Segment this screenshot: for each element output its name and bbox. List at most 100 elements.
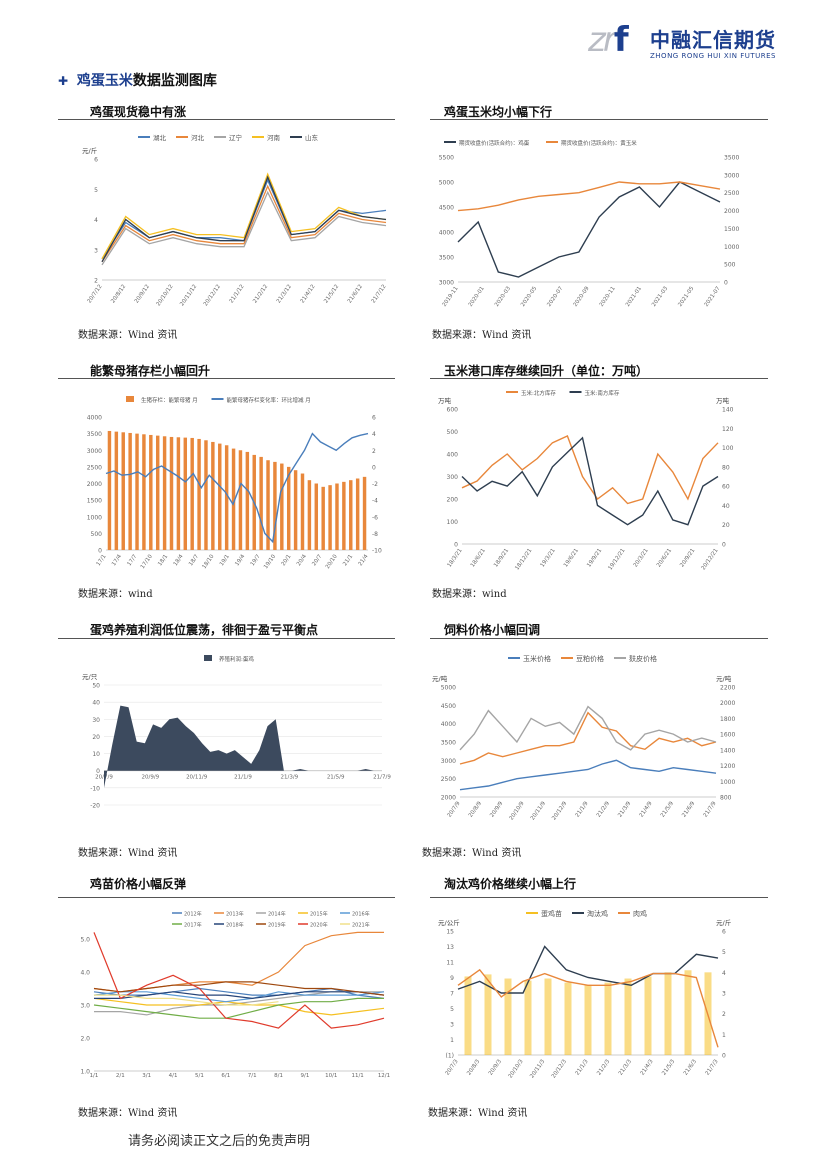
legend-label: 豆粕价格 bbox=[576, 654, 604, 663]
chart-line bbox=[459, 759, 717, 791]
y-tick-label: 30 bbox=[92, 717, 100, 724]
y-tick-label-right: 0 bbox=[724, 280, 728, 287]
y-tick-label-right: -2 bbox=[372, 481, 378, 488]
axis-unit-label: 元/吨 bbox=[432, 674, 448, 683]
x-tick-label: 17/10 bbox=[140, 553, 154, 570]
x-tick-label: 12/1 bbox=[378, 1073, 390, 1079]
panel-title: 鸡蛋现货稳中有涨 bbox=[90, 105, 187, 119]
chart-line bbox=[459, 711, 717, 765]
y-tick-label: 300 bbox=[447, 474, 459, 481]
legend-label: 2018年 bbox=[226, 922, 244, 929]
y-tick-label-right: -10 bbox=[372, 548, 382, 555]
y-tick-label-right: 0 bbox=[722, 542, 726, 549]
logo-cn: 中融汇信期货 bbox=[650, 28, 776, 52]
x-tick-label: 20/1 bbox=[281, 554, 293, 568]
chart-bar bbox=[307, 480, 312, 550]
legend-label: 生猪存栏：能繁母猪 月 bbox=[141, 396, 198, 404]
x-tick-label: 21/7/9 bbox=[373, 775, 391, 781]
data-source: 数据来源：Wind 资讯 bbox=[428, 1108, 528, 1119]
y-tick-label: 3500 bbox=[441, 740, 456, 747]
chart-bar bbox=[484, 974, 492, 1055]
x-tick-label: 21/5/3 bbox=[661, 1058, 676, 1076]
legend-label: 山东 bbox=[305, 133, 319, 142]
chart-line bbox=[94, 991, 385, 1000]
y-tick-label: 3000 bbox=[439, 280, 454, 287]
y-tick-label-right: 3 bbox=[722, 991, 726, 998]
y-tick-label: 4.0 bbox=[80, 970, 90, 977]
chart-bar bbox=[328, 485, 332, 550]
panel-title: 鸡蛋玉米均小幅下行 bbox=[444, 105, 553, 119]
x-tick-label: 19/4 bbox=[234, 553, 246, 567]
panel-rule bbox=[430, 897, 768, 898]
y-tick-label-right: 2 bbox=[722, 1011, 726, 1018]
y-tick-label: 15 bbox=[446, 929, 454, 936]
y-tick-label-right: 6 bbox=[372, 415, 376, 422]
x-tick-label: 18/3/21 bbox=[447, 548, 464, 569]
y-tick-label-right: 2200 bbox=[720, 685, 735, 692]
x-tick-label: 2020-11 bbox=[599, 286, 617, 308]
y-tick-label-right: 1500 bbox=[724, 226, 739, 233]
x-tick-label: 20/7/9 bbox=[447, 800, 462, 818]
x-tick-label: 20/11/12 bbox=[179, 284, 198, 308]
y-tick-label: 1.0 bbox=[80, 1069, 90, 1076]
y-tick-label: 2500 bbox=[87, 464, 102, 471]
panel-title: 玉米港口库存继续回升（单位：万吨） bbox=[444, 364, 649, 378]
section-title-highlight: 鸡蛋玉米 bbox=[76, 73, 133, 89]
chart-line bbox=[93, 997, 385, 1016]
chart-bar bbox=[504, 978, 512, 1055]
chart-bar bbox=[197, 438, 201, 550]
chart-bar bbox=[218, 443, 222, 550]
y-tick-label-right: 60 bbox=[722, 484, 730, 491]
x-tick-label: 2020-09 bbox=[573, 285, 591, 308]
y-tick-label: 5500 bbox=[439, 155, 454, 162]
x-tick-label: 1/1 bbox=[90, 1073, 99, 1079]
chart-line bbox=[101, 190, 387, 266]
legend-label: 湖北 bbox=[153, 133, 167, 142]
chart-line bbox=[101, 184, 387, 263]
panel-rule bbox=[430, 638, 768, 639]
legend-label: 2019年 bbox=[268, 922, 286, 929]
legend-label: 玉米:南方库存 bbox=[585, 389, 620, 397]
y-tick-label: 100 bbox=[447, 519, 459, 526]
y-tick-label: 3000 bbox=[87, 448, 102, 455]
panel-title: 能繁母猪存栏小幅回升 bbox=[90, 364, 211, 378]
y-tick-label-right: 40 bbox=[722, 503, 730, 510]
data-source: 数据来源：Wind 资讯 bbox=[422, 848, 522, 859]
x-tick-label: 18/7 bbox=[188, 553, 200, 567]
company-logo: zrf 中融汇信期货 ZHONG RONG HUI XIN FUTURES bbox=[588, 18, 778, 64]
y-tick-label-right: 800 bbox=[720, 795, 732, 802]
x-tick-label: 19/12/21 bbox=[607, 548, 626, 572]
y-tick-label: 2000 bbox=[87, 481, 102, 488]
chart-bar bbox=[544, 978, 552, 1055]
x-tick-label: 2019-11 bbox=[442, 286, 460, 308]
legend-label: 2014年 bbox=[268, 911, 286, 918]
legend-label: 2021年 bbox=[352, 922, 370, 929]
chart-bar bbox=[121, 432, 125, 550]
y-tick-label: 0 bbox=[454, 542, 458, 549]
legend-label: 玉米价格 bbox=[523, 654, 551, 663]
y-tick-label-right: 0 bbox=[722, 1053, 726, 1060]
y-tick-label-right: 1000 bbox=[720, 779, 735, 786]
chart-bar bbox=[128, 432, 132, 550]
x-tick-label: 19/1 bbox=[219, 554, 231, 568]
panel-title: 淘汰鸡价格继续小幅上行 bbox=[444, 877, 577, 891]
y-tick-label: 500 bbox=[447, 429, 459, 436]
logo-mark: zrf bbox=[588, 20, 629, 60]
data-source: 数据来源：Wind 资讯 bbox=[78, 330, 178, 341]
y-tick-label: 2 bbox=[94, 278, 98, 285]
legend-label: 2013年 bbox=[226, 911, 244, 918]
x-tick-label: 17/1 bbox=[96, 554, 108, 568]
egg-spot-price-chart: 湖北 河北 辽宁 河南 山东元/斤 2 3 4 5 6 20/7/12 20/8/12 20/9/12 2… bbox=[82, 133, 388, 308]
y-tick-label: 3.0 bbox=[80, 1003, 90, 1010]
x-tick-label: 18/9/21 bbox=[493, 548, 510, 569]
chart-bar bbox=[266, 460, 270, 550]
y-tick-label: 5000 bbox=[439, 180, 454, 187]
x-tick-label: 19/9/21 bbox=[586, 548, 603, 569]
x-tick-label: 18/12/21 bbox=[514, 548, 533, 572]
x-tick-label: 20/9/3 bbox=[488, 1058, 503, 1076]
x-tick-label: 20/9/9 bbox=[141, 775, 159, 781]
x-tick-label: 21/7/12 bbox=[371, 284, 388, 305]
y-tick-label-right: 0 bbox=[372, 464, 376, 471]
data-source: 数据来源：wind bbox=[78, 589, 153, 600]
x-tick-label: 20/10 bbox=[325, 553, 339, 570]
